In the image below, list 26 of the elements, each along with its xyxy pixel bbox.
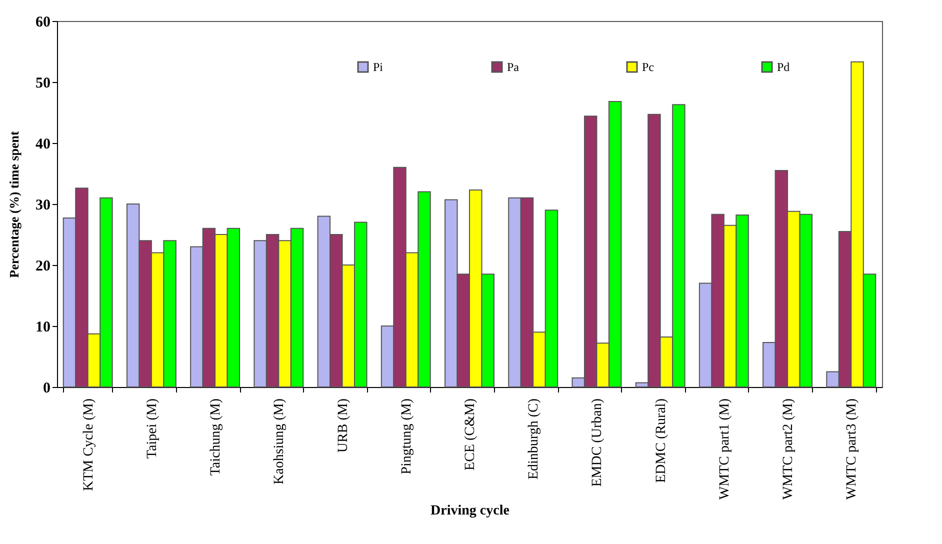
x-axis-title: Driving cycle	[430, 504, 510, 519]
x-tick-label: Edinburgh (C)	[526, 398, 542, 480]
legend-label: Pi	[373, 60, 384, 74]
x-tick-label: EMDC (Urban)	[590, 398, 606, 487]
x-tick-label: EDMC (Rural)	[654, 398, 669, 483]
legend-label: Pa	[507, 60, 520, 74]
y-tick-label: 0	[43, 380, 50, 396]
y-tick-label: 50	[36, 76, 50, 92]
x-tick-label: Taichung (M)	[208, 398, 224, 476]
x-tick-label: ECE (C&M)	[463, 398, 478, 470]
y-tick-label: 60	[36, 14, 50, 30]
x-tick-label: WMTC part1 (M)	[717, 398, 732, 500]
x-tick-label: URB (M)	[336, 398, 351, 453]
x-tick-label: Pingtung (M)	[399, 398, 414, 474]
y-axis-title: Percentage (%) time spent	[6, 130, 22, 278]
y-tick-label: 40	[36, 136, 50, 152]
x-tick-label: Taipei (M)	[144, 398, 160, 459]
x-tick-label: WMTC part3 (M)	[844, 398, 860, 500]
x-tick-label: KTM Cycle (M)	[81, 398, 96, 492]
y-tick-label: 10	[36, 320, 50, 336]
y-tick-label: 20	[36, 258, 50, 274]
x-tick-label: Kaohsiung (M)	[272, 398, 288, 484]
x-tick-label: WMTC part2 (M)	[781, 398, 796, 500]
legend-label: Pd	[777, 60, 790, 74]
y-tick-label: 30	[36, 198, 50, 214]
legend-label: Pc	[642, 60, 654, 74]
